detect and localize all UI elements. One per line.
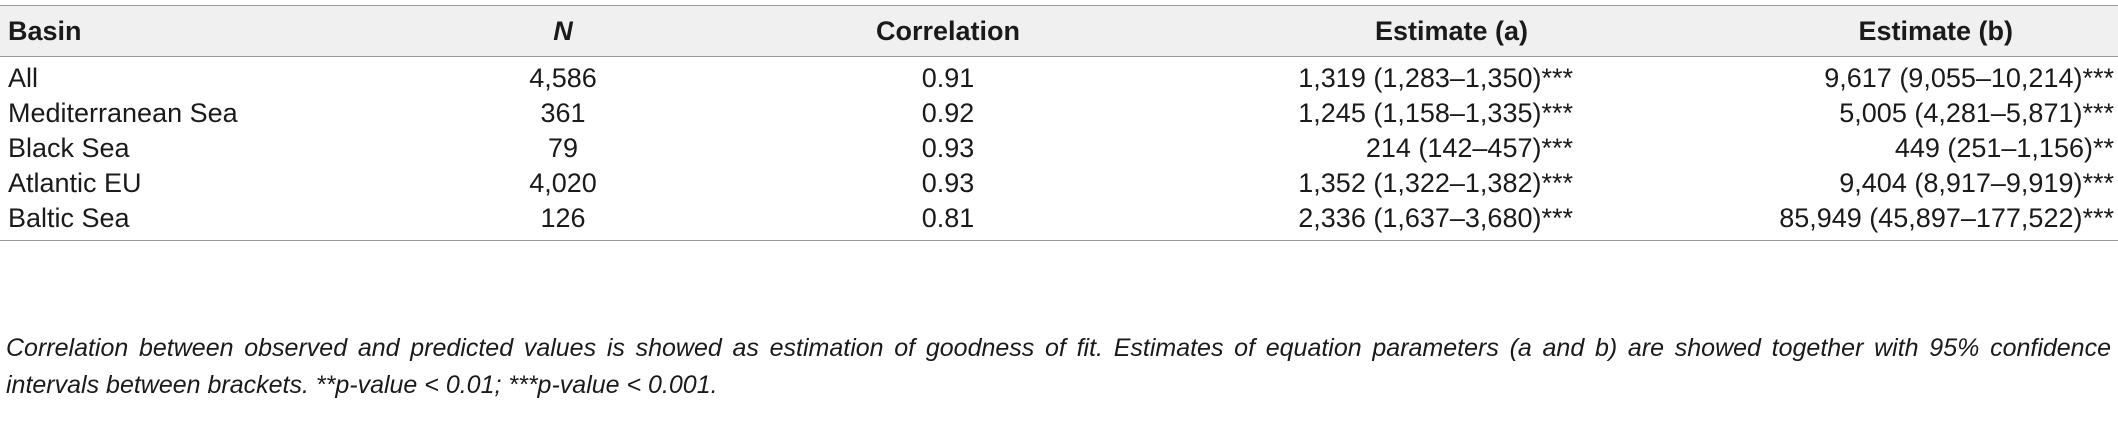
results-table: Basin N Correlation Estimate (a) Estimat… <box>0 5 2118 241</box>
cell-estimate-b: 5,005 (4,281–5,871)*** <box>1839 98 2114 128</box>
header-n-label: N <box>553 15 573 46</box>
table-row: Atlantic EU 4,020 0.93 1,352 (1,322–1,38… <box>0 166 2118 201</box>
cell-n: 126 <box>540 203 586 233</box>
cell-estimate-a: 1,319 (1,283–1,350)*** <box>1298 63 1573 93</box>
header-row: Basin N Correlation Estimate (a) Estimat… <box>0 5 2118 57</box>
cell-correlation: 0.93 <box>921 168 975 198</box>
cell-estimate-a: 1,352 (1,322–1,382)*** <box>1298 168 1573 198</box>
table-row: Baltic Sea 126 0.81 2,336 (1,637–3,680)*… <box>0 201 2118 241</box>
cell-basin: Mediterranean Sea <box>8 98 238 128</box>
table-row: Black Sea 79 0.93 214 (142–457)*** 449 (… <box>0 131 2118 166</box>
cell-n: 361 <box>540 98 586 128</box>
header-estimate-b: Estimate (b) <box>1858 15 2013 46</box>
table-row: All 4,586 0.91 1,319 (1,283–1,350)*** 9,… <box>0 57 2118 97</box>
table-row: Mediterranean Sea 361 0.92 1,245 (1,158–… <box>0 96 2118 131</box>
cell-estimate-b: 449 (251–1,156)** <box>1894 133 2114 163</box>
cell-n: 79 <box>547 133 579 163</box>
table-footnote: Correlation between observed and predict… <box>6 334 2111 399</box>
cell-estimate-a: 214 (142–457)*** <box>1365 133 1573 163</box>
table-body: All 4,586 0.91 1,319 (1,283–1,350)*** 9,… <box>0 57 2118 241</box>
cell-basin: Baltic Sea <box>8 203 130 233</box>
cell-correlation: 0.81 <box>921 203 975 233</box>
header-basin: Basin <box>8 15 82 46</box>
cell-estimate-b: 9,404 (8,917–9,919)*** <box>1839 168 2114 198</box>
cell-basin: All <box>8 63 39 93</box>
cell-estimate-a: 2,336 (1,637–3,680)*** <box>1298 203 1573 233</box>
cell-estimate-a: 1,245 (1,158–1,335)*** <box>1298 98 1573 128</box>
cell-n: 4,586 <box>529 63 597 93</box>
cell-estimate-b: 85,949 (45,897–177,522)*** <box>1779 203 2114 233</box>
results-table-container: Basin N Correlation Estimate (a) Estimat… <box>0 5 2118 241</box>
cell-basin: Atlantic EU <box>8 168 142 198</box>
cell-correlation: 0.92 <box>921 98 975 128</box>
header-estimate-a: Estimate (a) <box>1374 15 1528 46</box>
cell-correlation: 0.93 <box>921 133 975 163</box>
cell-n: 4,020 <box>529 168 597 198</box>
table-header: Basin N Correlation Estimate (a) Estimat… <box>0 5 2118 57</box>
cell-estimate-b: 9,617 (9,055–10,214)*** <box>1824 63 2114 93</box>
header-correlation: Correlation <box>875 15 1021 46</box>
cell-correlation: 0.91 <box>921 63 975 93</box>
cell-basin: Black Sea <box>8 133 130 163</box>
header-n: N <box>398 6 728 57</box>
